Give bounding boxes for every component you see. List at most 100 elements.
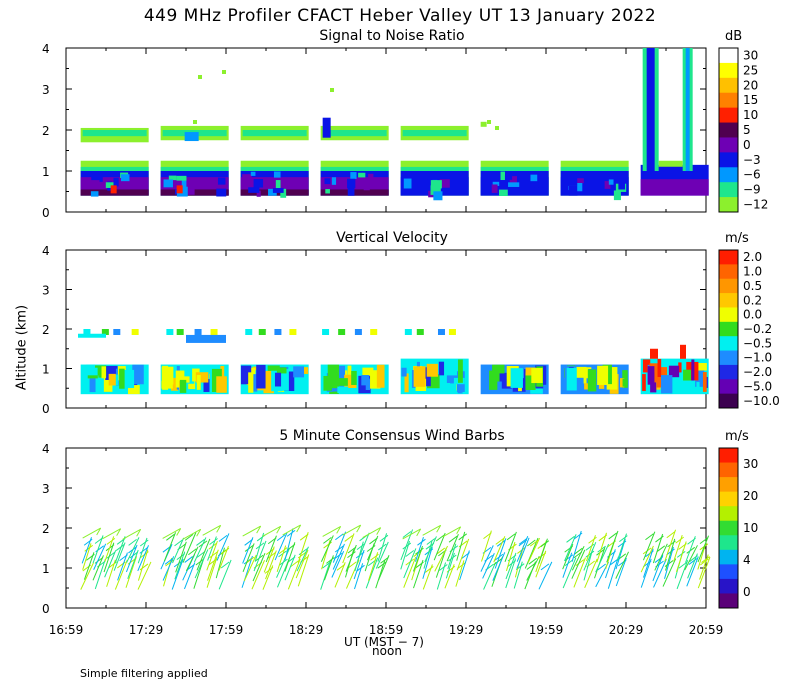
wind-barb-flag [276,526,282,534]
wind-barb-flag [496,539,506,547]
snr-cell [658,160,683,167]
colorbar-swatch [719,92,738,109]
vv-cell [510,368,523,388]
snr-cell [430,185,441,195]
wind-barb [378,555,390,581]
colorbar-swatch [719,107,738,124]
wind-barb [367,535,379,561]
snr-speck [193,120,197,124]
vv-cell [678,362,682,373]
vv-cell [691,359,695,381]
wind-barb-flag [405,558,415,566]
wind-barb [422,546,433,579]
colorbar-frame [718,47,739,213]
wind-barb-flag [506,533,516,541]
wind-barb-flag [540,563,550,571]
colorbar-tick-label: 4 [743,553,751,567]
wind-barb [83,552,95,580]
wind-barb [504,531,517,563]
vv-cell [404,373,409,393]
vv-scan [320,329,389,395]
wind-barb [505,558,517,589]
y-tick-label: 2 [42,522,50,536]
colorbar-swatch [719,350,738,366]
colorbar-swatch [719,307,738,323]
wind-barb-flag [448,554,457,562]
vv-cell [188,377,195,384]
colorbar-swatch [719,364,738,380]
vv-cell [401,367,407,377]
wind-barb-flag [323,537,332,544]
snr-cell [322,117,331,138]
wind-barb [196,538,211,571]
wind-barb-flag [278,547,288,554]
wind-barb-flag [196,529,202,537]
snr-cell [592,176,600,183]
wind-barb [253,540,267,572]
wind-barb [516,536,529,562]
wind-barb [82,527,101,539]
panel-title: 5 Minute Consensus Wind Barbs [279,428,504,444]
snr-cell [160,189,229,196]
snr-scan [320,117,389,196]
wind-barb-flag [666,531,676,539]
vv-cell [196,374,201,390]
snr-cell [498,189,508,196]
snr-cell [116,179,123,189]
snr-cell [640,179,709,196]
snr-cell [168,175,177,181]
colorbar-swatch [719,336,738,352]
vv-cell [122,369,135,389]
vv-cell [438,361,445,376]
wind-barb [334,562,346,588]
y-tick-label: 4 [42,244,50,258]
wind-barb-flag [220,561,230,569]
vv-cell [642,359,651,373]
wind-barb-flag [438,564,448,571]
snr-cell [331,177,337,185]
vv-cell [194,329,202,335]
wind-barb [662,558,677,587]
vv-cell [606,367,618,390]
wind-barb [103,542,115,573]
wind-barb-flag [686,546,696,554]
wind-barb-flag [573,532,583,540]
wind-barb [368,552,379,581]
wind-barb-flag [286,529,296,537]
snr-panel: Signal to Noise Ratio01234dB302520151050… [42,28,768,220]
wind-barb-flag [654,556,664,563]
wind-barb [615,557,627,587]
snr-cell [275,180,281,190]
wind-barb [434,545,448,572]
wind-barb-flag [94,556,104,564]
snr-cell [430,180,442,189]
wind-barb-flag [267,537,277,545]
colorbar-swatch [719,393,738,409]
colorbar-unit: m/s [725,231,749,246]
vv-cell [642,374,646,392]
wind-barb-flag [298,548,308,556]
vv-cell [354,329,362,335]
wind-barb-flag [128,538,137,546]
wind-barb-flag [116,537,126,545]
wind-barb-flag [369,537,378,545]
colorbar-frame [718,447,739,609]
wind-barb-flag [347,546,357,554]
wind-barb-flag [598,534,608,542]
wind-barb [571,545,585,571]
wind-barb-flag [196,539,205,546]
vv-cell [489,370,500,390]
snr-scan [480,121,549,196]
wind-barb [459,550,470,581]
wind-barb-flag [166,533,175,541]
snr-cell [273,171,281,178]
wind-barb [265,550,277,580]
vv-cell [587,369,597,392]
vv-cell [448,329,456,335]
wind-barb [242,537,254,564]
wind-barbs-panel: 5 Minute Consensus Wind Barbs 0 1 2 3 4 m/s 30 2… [42,428,758,616]
wind-barb [676,541,687,573]
snr-speck [198,75,202,79]
wind-barb [171,558,184,590]
snr-cell [196,179,207,188]
